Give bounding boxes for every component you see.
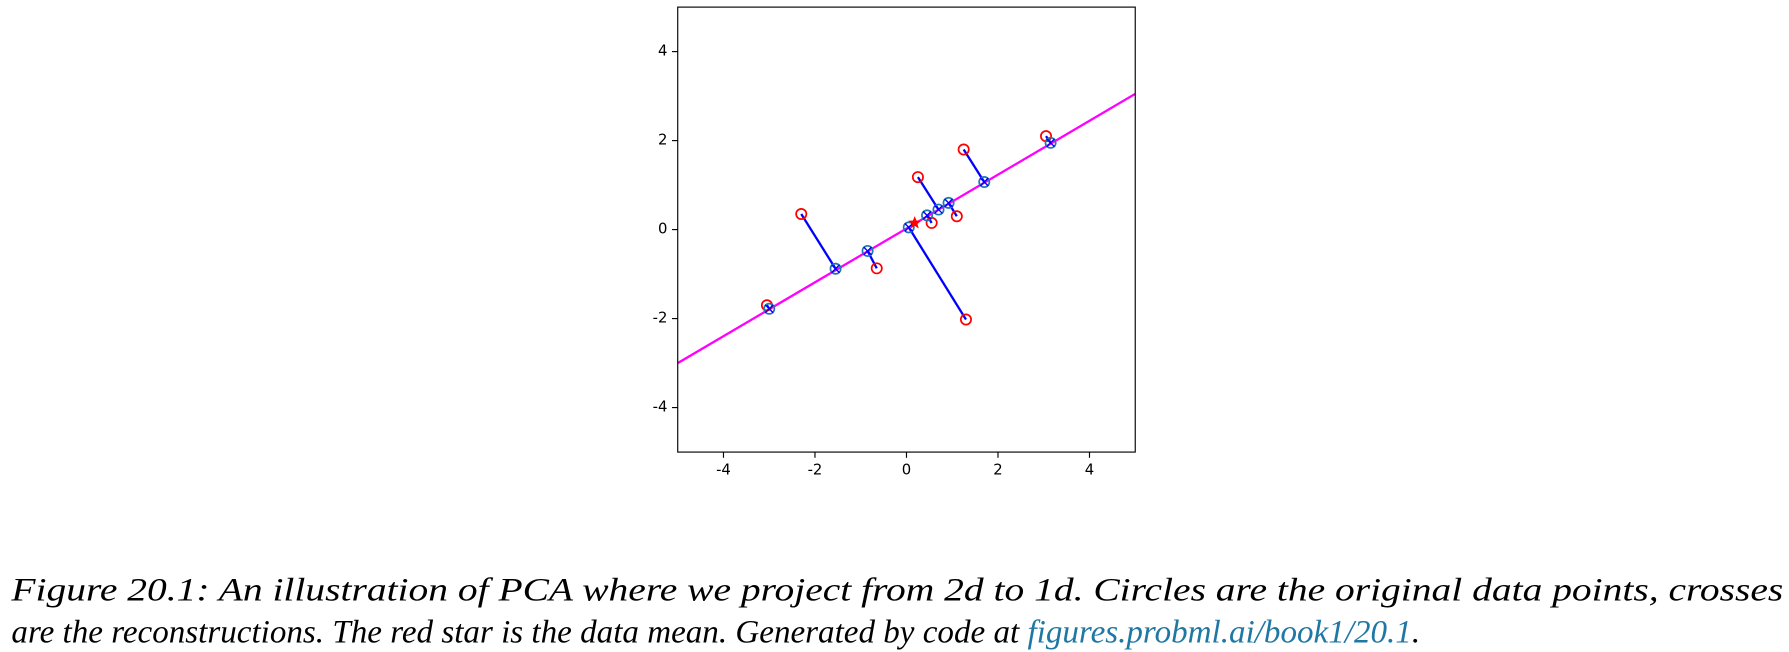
original-point — [957, 143, 970, 156]
reconstruction-cross — [904, 222, 914, 232]
reconstruction-point — [921, 209, 934, 222]
reconstruction-cross — [944, 198, 954, 208]
reconstruction-cross — [863, 246, 873, 256]
caption-line: are the reconstructions. The red star is… — [11, 615, 1420, 651]
y-tick-label: 4 — [658, 43, 667, 60]
x-tick-label: -2 — [808, 461, 823, 478]
y-tick-label: -2 — [653, 310, 668, 327]
reconstruction-point — [978, 175, 991, 188]
caption-link[interactable]: figures.probml.ai/book1/20.1 — [1027, 615, 1411, 651]
reconstruction-cross — [934, 205, 943, 215]
plot-area — [677, 92, 1136, 365]
reconstruction-point — [1044, 136, 1057, 149]
axes-frame — [677, 6, 1136, 453]
reconstruction-point — [902, 221, 915, 234]
original-point — [959, 313, 972, 326]
reconstruction-point — [861, 244, 874, 257]
reconstruction-cross — [1046, 138, 1056, 148]
reconstruction-point — [932, 203, 945, 216]
connector — [916, 176, 940, 211]
y-tick-label: 2 — [658, 132, 667, 149]
original-point — [870, 262, 883, 275]
reconstruction-cross — [831, 264, 841, 274]
original-point — [911, 171, 924, 184]
original-point — [795, 208, 808, 221]
y-tick-label: 0 — [658, 221, 667, 238]
x-tick-label: 4 — [1085, 461, 1094, 478]
pca-line — [677, 92, 1136, 365]
reconstruction-point — [829, 262, 842, 275]
x-tick-label: -4 — [716, 461, 731, 478]
connector — [962, 148, 986, 183]
caption-line: Figure 20.1: An illustration of PCA wher… — [10, 572, 1783, 608]
y-tick-label: -4 — [653, 399, 668, 416]
x-tick-label: 0 — [902, 461, 911, 478]
connector — [866, 250, 878, 269]
connector — [907, 226, 967, 321]
mean-star — [908, 216, 922, 229]
reconstruction-point — [942, 196, 955, 209]
connector — [800, 213, 837, 270]
reconstruction-cross — [922, 210, 932, 220]
caption-text: are the reconstructions. The red star is… — [11, 615, 1027, 651]
original-point — [950, 210, 963, 223]
reconstruction-point — [763, 302, 776, 315]
reconstruction-cross — [764, 304, 774, 314]
x-tick-label: 2 — [993, 461, 1002, 478]
caption-end: . — [1412, 615, 1420, 651]
reconstruction-cross — [979, 177, 989, 187]
